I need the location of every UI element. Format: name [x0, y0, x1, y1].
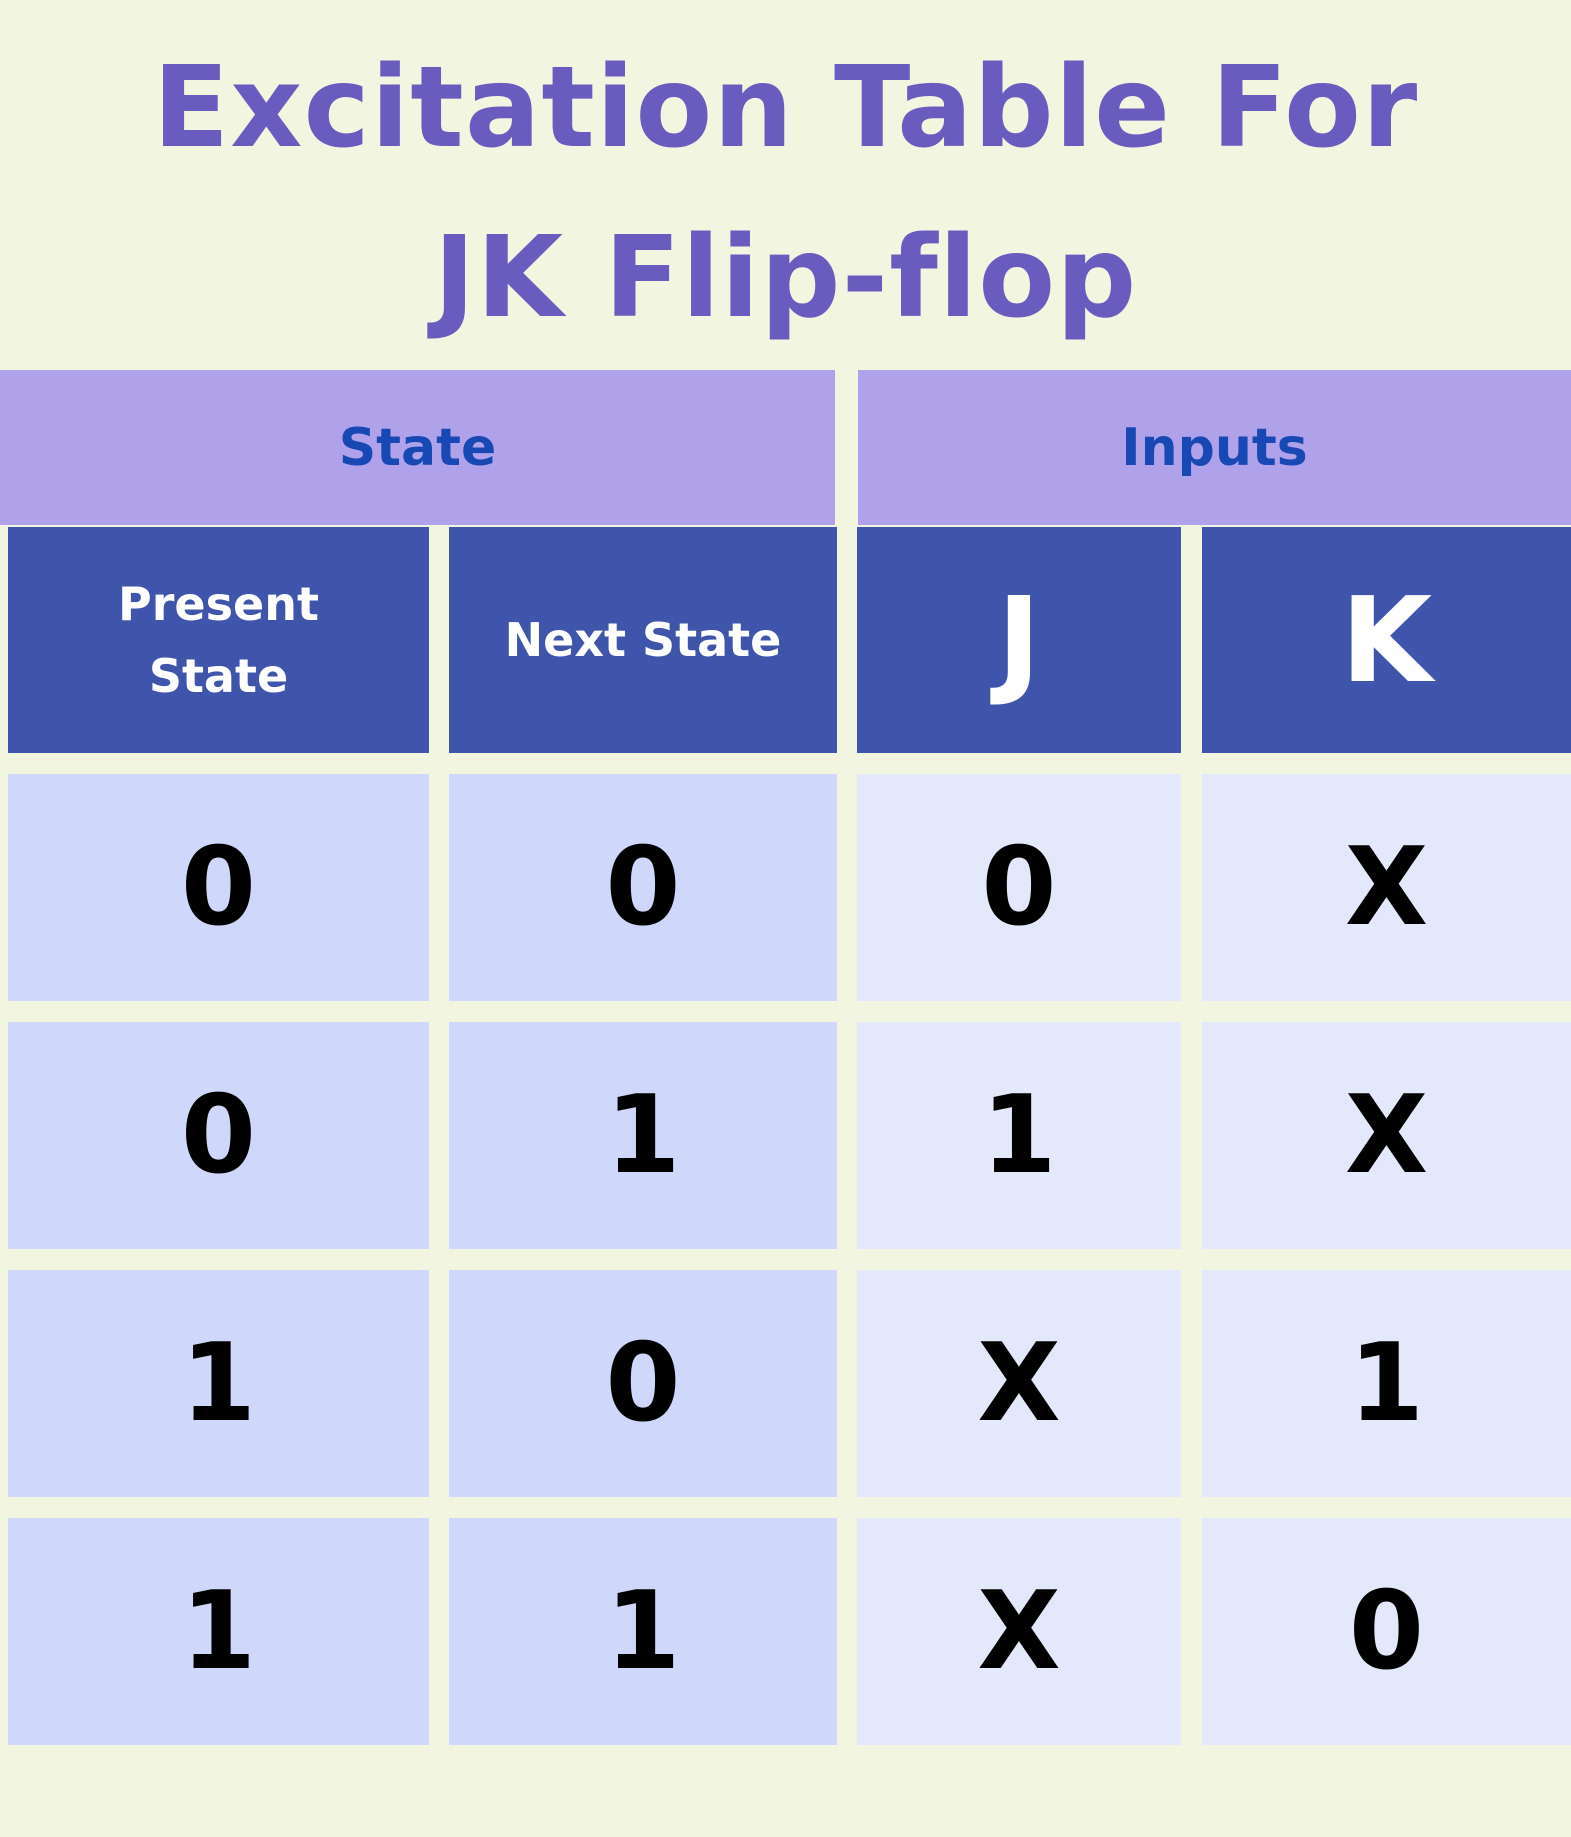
group-header-inputs-label: Inputs — [1121, 417, 1308, 478]
column-header-next-state: Next State — [449, 527, 837, 753]
table-row-4-next: 1 — [449, 1518, 837, 1745]
table-row-3-present: 1 — [8, 1270, 429, 1497]
table-row-2-k: X — [1202, 1022, 1571, 1249]
column-header-k: K — [1202, 527, 1571, 753]
table-row-2-next: 1 — [449, 1022, 837, 1249]
group-header-inputs: Inputs — [858, 370, 1571, 525]
group-header-state: State — [0, 370, 835, 525]
present-state-line-1: Present — [118, 577, 319, 631]
table-row-1-present: 0 — [8, 774, 429, 1001]
table-row-1-k: X — [1202, 774, 1571, 1001]
table-row-4-present: 1 — [8, 1518, 429, 1745]
table-row-1-j: 0 — [857, 774, 1181, 1001]
table-row-2-j: 1 — [857, 1022, 1181, 1249]
table-row-1-next: 0 — [449, 774, 837, 1001]
column-header-present-state: Present State — [8, 527, 429, 753]
table-row-2-present: 0 — [8, 1022, 429, 1249]
column-header-j: J — [857, 527, 1181, 753]
present-state-line-2: State — [148, 649, 289, 703]
group-header-state-label: State — [338, 417, 497, 478]
title-line-2: JK Flip-flop — [433, 213, 1138, 343]
table-row-4-j: X — [857, 1518, 1181, 1745]
title-line-1: Excitation Table For — [152, 43, 1419, 173]
next-state-label: Next State — [504, 613, 782, 667]
table-row-4-k: 0 — [1202, 1518, 1571, 1745]
k-label: K — [1340, 571, 1433, 709]
table-row-3-next: 0 — [449, 1270, 837, 1497]
table-row-3-k: 1 — [1202, 1270, 1571, 1497]
j-label: J — [997, 571, 1041, 709]
table-row-3-j: X — [857, 1270, 1181, 1497]
